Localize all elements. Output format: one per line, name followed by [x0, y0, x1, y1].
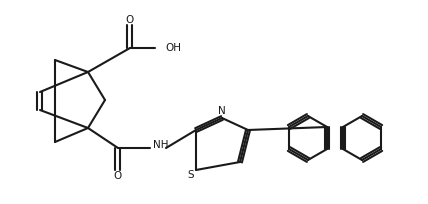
Text: OH: OH: [165, 43, 181, 53]
Text: S: S: [188, 170, 194, 180]
Text: O: O: [126, 15, 134, 25]
Text: NH: NH: [153, 140, 169, 150]
Text: N: N: [218, 106, 226, 116]
Text: O: O: [114, 171, 122, 181]
